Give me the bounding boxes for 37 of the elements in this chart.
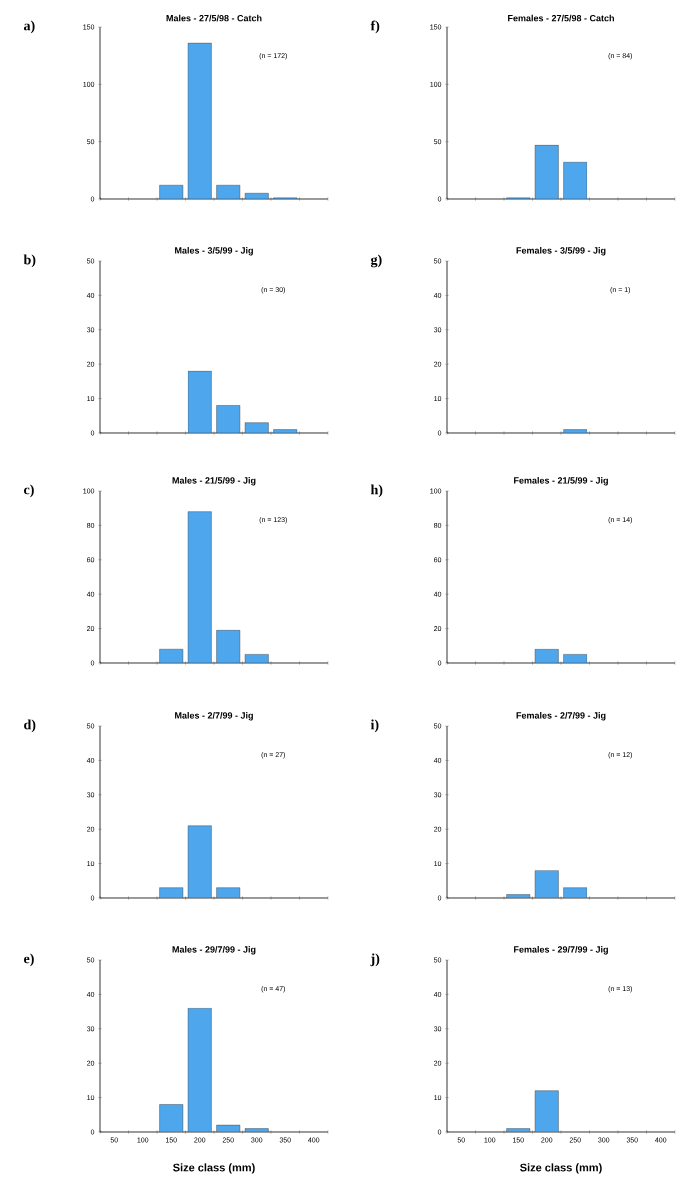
bar (159, 1104, 184, 1132)
chart-title: Males - 3/5/99 - Jig (175, 247, 253, 256)
bar (244, 654, 269, 663)
bar (187, 370, 212, 433)
bar (534, 870, 559, 898)
text: c) (24, 484, 34, 498)
bar (244, 1128, 269, 1132)
text: g) (370, 254, 382, 268)
chart-title: Females - 29/7/99 - Jig (514, 946, 608, 955)
text: e) (24, 953, 34, 967)
chart-title: Females - 27/5/98 - Catch (508, 14, 614, 22)
chart-title: Males - 29/7/99 - Jig (172, 946, 256, 955)
bar (563, 887, 588, 898)
chart-title: Males - 2/7/99 - Jig (175, 712, 253, 721)
chart-title: Males - 21/5/99 - Jig (172, 477, 256, 486)
bar (187, 511, 212, 663)
x-axis-title: Size class (mm) (520, 1163, 602, 1174)
text: b) (23, 254, 36, 268)
bar (563, 162, 588, 199)
bar (506, 894, 531, 898)
chart-title: Females - 2/7/99 - Jig (516, 712, 606, 721)
bar (159, 649, 184, 663)
bar (534, 144, 559, 199)
text: a) (23, 20, 35, 34)
text: d) (24, 719, 36, 733)
bar (187, 1007, 212, 1132)
chart-title: Males - 27/5/98 - Catch (166, 14, 262, 22)
text: i) (370, 719, 379, 733)
chart-title: Females - 3/5/99 - Jig (516, 247, 606, 256)
text: f) (370, 20, 380, 34)
bar (187, 42, 212, 199)
text: h) (370, 484, 383, 498)
x-axis-title: Size class (mm) (173, 1163, 255, 1174)
text: j) (370, 953, 380, 967)
bar (216, 630, 241, 663)
bar (216, 1124, 241, 1132)
chart-title: Females - 21/5/99 - Jig (514, 477, 608, 486)
